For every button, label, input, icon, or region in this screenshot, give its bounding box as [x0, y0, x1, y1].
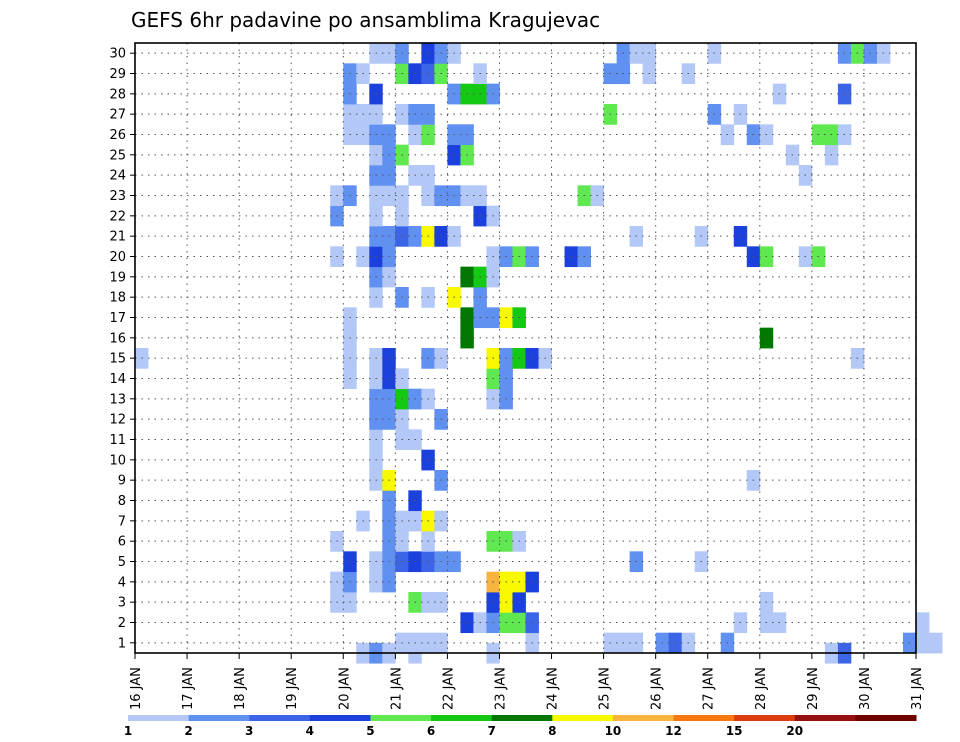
heatmap-cell [916, 612, 930, 634]
x-tick-label: 22 JAN [441, 667, 456, 710]
y-tick-label: 29 [109, 67, 126, 82]
x-tick-label: 25 JAN [598, 667, 613, 710]
y-tick-label: 3 [118, 596, 126, 611]
colorbar-swatch [309, 715, 371, 721]
colorbar-swatch [128, 715, 190, 721]
heatmap-cell [929, 632, 943, 654]
colorbar-label: 10 [605, 724, 622, 738]
x-tick-label: 23 JAN [493, 667, 508, 710]
colorbar-label: 12 [665, 724, 682, 738]
colorbar-swatch [734, 715, 796, 721]
colorbar-swatch [794, 715, 856, 721]
x-tick-label: 20 JAN [337, 667, 352, 710]
x-tick-label: 29 JAN [806, 667, 821, 710]
x-tick-label: 26 JAN [650, 667, 665, 710]
y-tick-label: 5 [118, 555, 126, 570]
y-tick-label: 9 [118, 474, 126, 489]
x-tick-label: 24 JAN [546, 667, 561, 710]
colorbar-label: 20 [786, 724, 803, 738]
y-tick-label: 2 [118, 616, 126, 631]
x-tick-label: 18 JAN [233, 667, 248, 710]
y-tick-label: 11 [109, 433, 126, 448]
x-tick-label: 30 JAN [858, 667, 873, 710]
colorbar-swatch [855, 715, 917, 721]
x-tick-label: 31 JAN [910, 667, 925, 710]
colorbar-swatch [370, 715, 432, 721]
heatmap-cells [135, 43, 943, 664]
y-tick-label: 19 [109, 270, 126, 285]
colorbar-swatch [552, 715, 614, 721]
colorbar-label: 4 [306, 724, 314, 738]
colorbar-legend: 1 2 3 4 5 6 7 8 10 12 15 20 [124, 715, 917, 738]
y-tick-label: 24 [109, 169, 126, 184]
colorbar-swatch [491, 715, 553, 721]
colorbar-label: 7 [488, 724, 496, 738]
y-tick-label: 15 [109, 352, 126, 367]
colorbar-label: 15 [726, 724, 743, 738]
y-tick-label: 4 [118, 575, 126, 590]
y-tick-label: 14 [109, 372, 126, 387]
y-tick-label: 17 [109, 311, 126, 326]
x-tick-label: 16 JAN [129, 667, 144, 710]
y-tick-label: 30 [109, 47, 126, 62]
colorbar-swatch [249, 715, 311, 721]
y-tick-label: 16 [109, 331, 126, 346]
x-tick-label: 27 JAN [702, 667, 717, 710]
colorbar-label: 6 [427, 724, 435, 738]
colorbar-swatch [673, 715, 735, 721]
y-tick-label: 12 [109, 413, 126, 428]
y-tick-label: 18 [109, 291, 126, 306]
colorbar-label: 3 [245, 724, 253, 738]
y-tick-label: 1 [118, 636, 126, 651]
chart-title: GEFS 6hr padavine po ansamblima Kragujev… [131, 8, 600, 32]
y-tick-label: 28 [109, 87, 126, 102]
heatmap-cell [916, 632, 930, 654]
y-tick-label: 22 [109, 209, 126, 224]
x-tick-label: 21 JAN [389, 667, 404, 710]
colorbar-label: 2 [184, 724, 192, 738]
colorbar-label: 1 [124, 724, 132, 738]
y-axis-ticks: 1234567891011121314151617181920212223242… [109, 47, 135, 651]
y-tick-label: 25 [109, 148, 126, 163]
y-tick-label: 27 [109, 108, 126, 123]
x-tick-label: 28 JAN [754, 667, 769, 710]
y-tick-label: 6 [118, 535, 126, 550]
y-tick-label: 13 [109, 392, 126, 407]
x-tick-label: 19 JAN [285, 667, 300, 710]
plot-frame [134, 42, 917, 654]
grid-lines [135, 43, 916, 653]
colorbar-swatch [431, 715, 493, 721]
y-tick-label: 21 [109, 230, 126, 245]
colorbar-swatch [612, 715, 675, 721]
y-tick-label: 26 [109, 128, 126, 143]
y-tick-label: 20 [109, 250, 126, 265]
y-tick-label: 23 [109, 189, 126, 204]
y-tick-label: 7 [118, 514, 126, 529]
x-axis-ticks: 16 JAN 17 JAN 18 JAN 19 JAN 20 JAN 21 JAN 22 J… [129, 653, 925, 710]
y-tick-label: 8 [118, 494, 126, 509]
x-tick-label: 17 JAN [181, 667, 196, 710]
colorbar-label: 5 [366, 724, 374, 738]
colorbar-swatch [188, 715, 250, 721]
colorbar-label: 8 [548, 724, 556, 738]
y-tick-label: 10 [109, 453, 126, 468]
